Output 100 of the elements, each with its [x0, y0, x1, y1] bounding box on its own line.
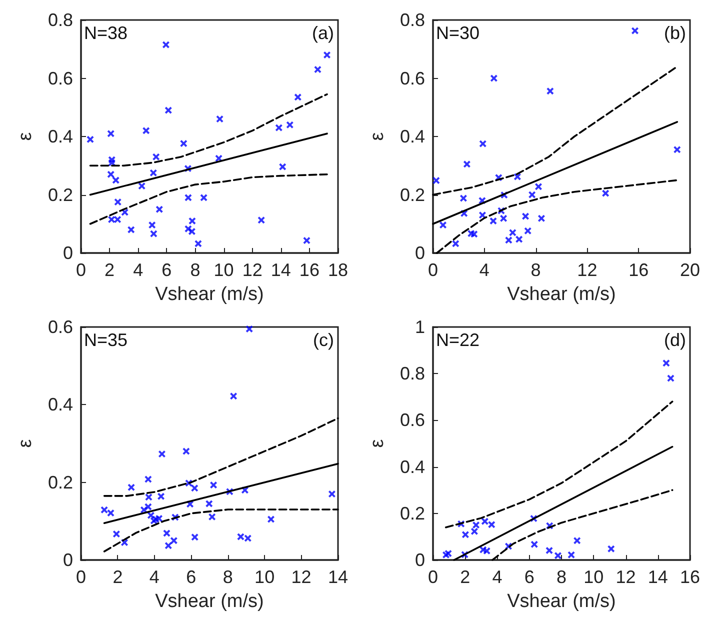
point [246, 325, 253, 332]
point [514, 173, 521, 180]
point [488, 521, 496, 528]
point [314, 66, 322, 74]
y-tick-label: 0 [414, 550, 425, 570]
point [128, 484, 135, 491]
x-tick-label: 0 [76, 567, 86, 587]
point [164, 106, 172, 114]
y-tick-label: 0.4 [400, 126, 425, 146]
x-tick-label: 2 [112, 567, 123, 587]
y-tick-label: 0 [414, 243, 425, 263]
point [114, 216, 122, 224]
point [483, 547, 490, 554]
point [156, 206, 163, 213]
point [462, 531, 469, 538]
point [490, 74, 498, 82]
y-tick-label: 0.2 [48, 184, 73, 205]
x-tick-label: 16 [299, 260, 320, 280]
annotation: (b) [664, 23, 686, 43]
x-tick-label: 12 [291, 567, 312, 587]
y-axis-title: ε [367, 132, 388, 141]
point [86, 136, 94, 143]
point [216, 116, 224, 123]
point [463, 160, 470, 168]
x-tick-label: 10 [584, 567, 604, 587]
point [142, 127, 150, 134]
point [150, 230, 158, 238]
point [303, 236, 310, 244]
point [164, 542, 172, 550]
point [632, 27, 638, 34]
point [524, 227, 532, 234]
x-tick-label: 2 [460, 567, 470, 587]
point [470, 230, 478, 238]
line-series [103, 508, 339, 552]
x-tick-label: 4 [149, 567, 160, 587]
point [505, 236, 512, 244]
x-tick-label: 0 [428, 260, 438, 280]
x-tick-label: 14 [270, 260, 291, 280]
point [107, 510, 114, 517]
x-tick-label: 6 [162, 260, 172, 280]
point [667, 374, 674, 382]
point [206, 500, 213, 508]
line-series [89, 173, 328, 225]
point [180, 140, 188, 147]
annotation: N=30 [436, 23, 480, 43]
y-tick-label: 0.4 [48, 126, 73, 146]
y-axis-title: ε [367, 438, 388, 448]
x-axis-title: Vshear (m/s) [155, 591, 264, 612]
annotation: (a) [312, 23, 334, 43]
point [528, 191, 536, 198]
y-tick-label: 0.8 [48, 10, 73, 30]
y-tick-label: 1 [414, 317, 425, 337]
point [100, 506, 108, 514]
y-tick-label: 0.6 [48, 68, 73, 88]
point [170, 537, 178, 544]
line-series [432, 66, 678, 196]
y-tick-label: 0.6 [400, 410, 425, 430]
x-tick-label: 18 [328, 260, 348, 280]
point [479, 140, 486, 148]
point [158, 450, 166, 458]
point [107, 170, 114, 178]
point [472, 522, 480, 529]
y-tick-label: 0.2 [48, 472, 73, 492]
x-tick-label: 20 [680, 260, 700, 280]
point [128, 226, 135, 234]
y-tick-label: 0.4 [400, 456, 425, 477]
point [237, 533, 244, 540]
point [546, 88, 554, 95]
point [530, 540, 538, 548]
y-tick-label: 0 [62, 550, 73, 570]
x-tick-label: 8 [190, 260, 200, 280]
point [208, 513, 216, 520]
point [191, 484, 198, 492]
point [608, 545, 615, 552]
x-tick-label: 6 [524, 567, 534, 587]
annotation: (c) [313, 330, 334, 350]
x-tick-label: 2 [104, 260, 115, 280]
point [191, 534, 198, 541]
annotation: N=22 [436, 330, 480, 350]
x-tick-label: 4 [479, 260, 490, 280]
y-axis-title: ε [15, 438, 36, 448]
x-tick-label: 14 [648, 567, 668, 587]
x-tick-label: 8 [556, 567, 567, 587]
point [574, 537, 581, 544]
point [210, 482, 218, 489]
point [145, 494, 152, 501]
x-tick-label: 8 [222, 567, 233, 587]
y-tick-label: 0.8 [400, 10, 425, 30]
point [258, 216, 265, 224]
x-tick-label: 8 [530, 260, 541, 280]
x-tick-label: 0 [76, 260, 86, 280]
point [162, 41, 170, 48]
point [148, 222, 156, 229]
point [275, 124, 282, 132]
y-axis-title: ε [15, 132, 36, 141]
point [554, 552, 562, 560]
point [163, 530, 170, 537]
x-tick-label: 14 [328, 567, 348, 587]
point [470, 528, 478, 535]
line-series [492, 489, 674, 561]
